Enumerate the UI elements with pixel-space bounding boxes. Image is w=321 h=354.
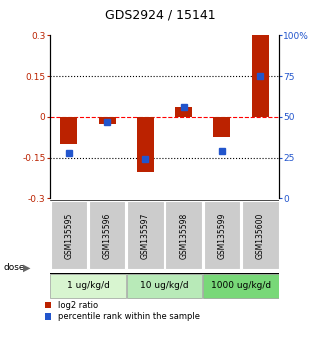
Bar xyxy=(50,201,87,269)
Text: GSM135595: GSM135595 xyxy=(65,212,74,259)
Text: 1 ug/kg/d: 1 ug/kg/d xyxy=(66,281,109,290)
Bar xyxy=(137,117,154,172)
Text: ▶: ▶ xyxy=(22,262,30,272)
Bar xyxy=(242,201,279,269)
Bar xyxy=(60,117,77,144)
Bar xyxy=(175,107,192,117)
Text: GSM135597: GSM135597 xyxy=(141,212,150,259)
Text: GSM135598: GSM135598 xyxy=(179,212,188,258)
Bar xyxy=(127,274,202,298)
Legend: log2 ratio, percentile rank within the sample: log2 ratio, percentile rank within the s… xyxy=(45,301,200,321)
Bar xyxy=(89,201,126,269)
Text: GSM135596: GSM135596 xyxy=(103,212,112,259)
Bar xyxy=(204,201,240,269)
Text: GSM135599: GSM135599 xyxy=(217,212,226,259)
Text: 10 ug/kg/d: 10 ug/kg/d xyxy=(140,281,189,290)
Bar xyxy=(252,34,269,117)
Text: GDS2924 / 15141: GDS2924 / 15141 xyxy=(105,8,216,21)
Bar xyxy=(165,201,202,269)
Bar xyxy=(203,274,279,298)
Bar xyxy=(213,117,230,137)
Bar xyxy=(99,117,116,124)
Bar xyxy=(50,274,126,298)
Text: 1000 ug/kg/d: 1000 ug/kg/d xyxy=(211,281,271,290)
Text: dose: dose xyxy=(3,263,25,272)
Text: GSM135600: GSM135600 xyxy=(256,212,265,259)
Bar xyxy=(127,201,164,269)
